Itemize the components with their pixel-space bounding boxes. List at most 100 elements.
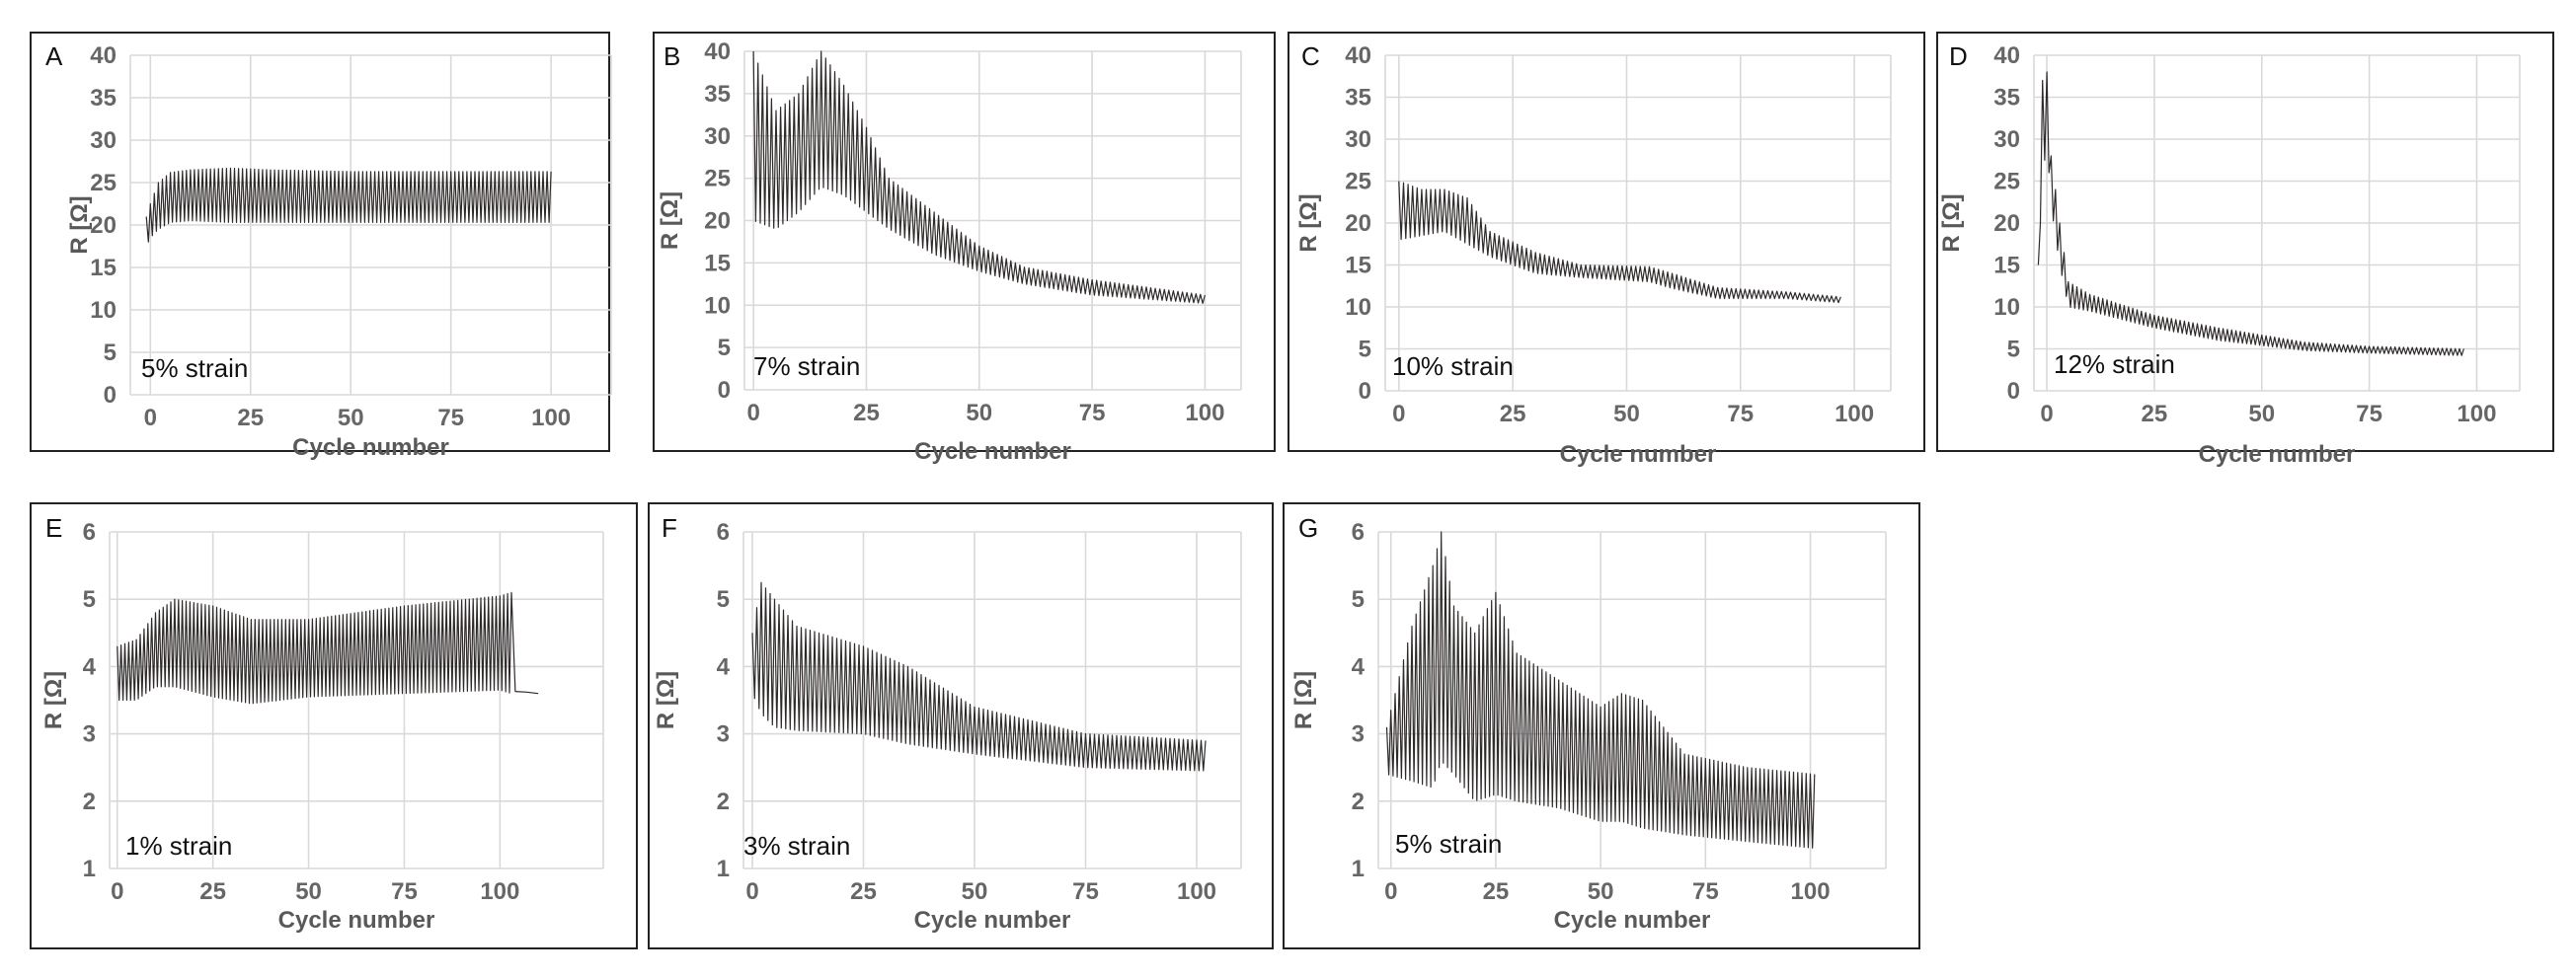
x-tick-label: 75 (1079, 400, 1106, 426)
panel-letter: E (45, 513, 62, 543)
panel-frame (1936, 32, 2554, 452)
strain-annotation: 12% strain (2054, 349, 2175, 379)
x-tick-label: 75 (1072, 878, 1099, 905)
x-tick-label: 100 (531, 405, 571, 431)
y-tick-label: 35 (90, 85, 117, 112)
x-tick-label: 100 (480, 878, 519, 905)
y-tick-label: 30 (1993, 126, 2020, 153)
y-tick-label: 2 (717, 789, 730, 815)
y-tick-label: 35 (704, 81, 731, 108)
panel-letter: A (45, 41, 63, 71)
panel-d: 0 5 10 15 20 25 30 35 40 0 25 50 75 100 Cycle number R … (1936, 32, 2554, 468)
x-tick-label: 100 (1791, 878, 1831, 905)
x-tick-label: 0 (144, 405, 157, 431)
y-tick-label: 35 (1345, 85, 1371, 112)
y-tick-label: 5 (2007, 337, 2020, 363)
x-tick-label: 100 (2457, 401, 2496, 427)
y-tick-label: 25 (1993, 169, 2020, 195)
series-line (2037, 71, 2464, 356)
y-tick-label: 0 (1359, 378, 1371, 405)
y-tick-label: 4 (83, 653, 97, 680)
x-tick-label: 25 (850, 878, 877, 905)
y-tick-label: 20 (1993, 210, 2020, 237)
y-axis-title: R [Ω] (66, 195, 93, 254)
panel-a: 0 5 10 15 20 25 30 35 40 0 25 50 75 100 Cycle number R … (30, 32, 612, 461)
y-tick-label: 3 (717, 721, 730, 748)
x-tick-label: 50 (295, 878, 322, 905)
panel-frame (653, 32, 1276, 452)
x-axis-title: Cycle number (914, 907, 1071, 934)
y-tick-label: 6 (83, 519, 96, 546)
y-tick-label: 20 (90, 212, 117, 239)
y-tick-label: 6 (717, 519, 730, 546)
panel-c: 0 5 10 15 20 25 30 35 40 0 25 50 75 100 Cycle number R … (1288, 32, 1925, 468)
x-axis-title: Cycle number (914, 438, 1071, 465)
y-tick-label: 1 (717, 856, 730, 882)
y-axis-title: R [Ω] (653, 671, 679, 729)
y-tick-label: 25 (90, 170, 117, 196)
y-tick-label: 15 (1993, 253, 2020, 279)
y-tick-label: 3 (1352, 721, 1365, 748)
y-tick-label: 40 (704, 38, 731, 65)
panel-letter: C (1301, 41, 1320, 71)
panel-letter: F (662, 513, 677, 543)
y-axis-title: R [Ω] (1295, 193, 1322, 252)
panel-b: 0 5 10 15 20 25 30 35 40 0 25 50 75 100 Cycle number R … (653, 32, 1276, 465)
x-tick-label: 50 (962, 878, 988, 905)
y-tick-label: 15 (704, 250, 731, 276)
x-tick-label: 75 (437, 405, 464, 431)
strain-annotation: 5% strain (141, 353, 248, 383)
x-tick-label: 25 (237, 405, 264, 431)
panel-frame (30, 502, 638, 949)
panel-frame (1288, 32, 1925, 452)
y-tick-label: 2 (1352, 789, 1365, 815)
y-tick-label: 4 (717, 653, 731, 680)
y-tick-label: 1 (83, 856, 96, 882)
x-tick-label: 75 (391, 878, 418, 905)
x-tick-label: 25 (2142, 401, 2168, 427)
x-tick-label: 0 (111, 878, 123, 905)
y-tick-label: 5 (83, 586, 96, 613)
panel-f: 1 2 3 4 5 6 0 25 50 75 100 Cycle number R [Ω] 3% stra… (648, 502, 1274, 949)
y-tick-label: 15 (1345, 253, 1371, 279)
panel-frame (30, 32, 610, 452)
strain-annotation: 1% strain (125, 831, 232, 861)
panel-g: 1 2 3 4 5 6 0 25 50 75 100 Cycle number R [Ω] 5% stra… (1283, 502, 1920, 949)
series-line (1398, 181, 1841, 304)
series-line (752, 50, 1206, 304)
strain-annotation: 3% strain (743, 831, 850, 861)
x-tick-label: 100 (1185, 400, 1224, 426)
y-tick-label: 4 (1352, 653, 1366, 680)
x-tick-label: 25 (1483, 878, 1510, 905)
series-line (751, 581, 1207, 772)
x-tick-label: 25 (199, 878, 226, 905)
x-axis-title: Cycle number (292, 434, 449, 461)
y-tick-label: 2 (83, 789, 96, 815)
panel-e: 1 2 3 4 5 6 0 25 50 75 100 Cycle number R [Ω] 1% stra… (30, 502, 638, 949)
panel-letter: G (1298, 513, 1318, 543)
x-axis-title: Cycle number (1554, 907, 1711, 934)
panel-letter: D (1949, 41, 1968, 71)
y-tick-label: 0 (718, 377, 731, 404)
y-axis-title: R [Ω] (657, 191, 683, 250)
series-line (117, 591, 539, 705)
y-tick-label: 25 (704, 166, 731, 192)
x-tick-label: 75 (1692, 878, 1719, 905)
y-tick-label: 40 (1345, 42, 1371, 69)
x-tick-label: 0 (746, 400, 759, 426)
series-line (145, 167, 552, 243)
x-tick-label: 50 (966, 400, 992, 426)
y-tick-label: 5 (104, 339, 117, 366)
x-tick-label: 100 (1177, 878, 1216, 905)
panel-letter: B (664, 41, 680, 71)
series-line (1385, 531, 1816, 849)
y-tick-label: 30 (1345, 126, 1371, 153)
y-tick-label: 20 (704, 208, 731, 235)
y-tick-label: 5 (718, 335, 731, 361)
x-axis-title: Cycle number (278, 907, 435, 934)
y-tick-label: 5 (717, 586, 730, 613)
x-tick-label: 0 (2040, 401, 2053, 427)
x-tick-label: 25 (1500, 401, 1526, 427)
y-tick-label: 30 (704, 123, 731, 150)
